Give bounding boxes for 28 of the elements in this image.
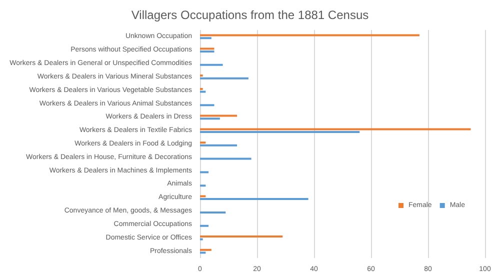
bar (200, 224, 209, 227)
bar (200, 88, 203, 90)
bar (200, 198, 308, 200)
bar (200, 90, 206, 93)
bar (200, 37, 212, 40)
bar (200, 48, 214, 50)
bar (200, 238, 203, 240)
bar (200, 50, 214, 53)
bar (200, 130, 360, 133)
bar (200, 184, 206, 187)
bar (200, 118, 220, 120)
bar (200, 104, 214, 106)
bar (200, 77, 248, 80)
bar (200, 74, 203, 77)
bar (200, 195, 206, 198)
bar (200, 144, 238, 146)
bar (200, 235, 283, 238)
bar (200, 64, 223, 66)
bar (200, 248, 212, 251)
bar (200, 158, 252, 160)
bar (200, 252, 206, 254)
bar (200, 34, 420, 36)
chart-title: Villagers Occupations from the 1881 Census (131, 8, 369, 22)
bar (200, 142, 206, 144)
bar (200, 114, 238, 117)
bar (200, 128, 471, 130)
bar (200, 171, 209, 174)
bar (200, 211, 226, 214)
